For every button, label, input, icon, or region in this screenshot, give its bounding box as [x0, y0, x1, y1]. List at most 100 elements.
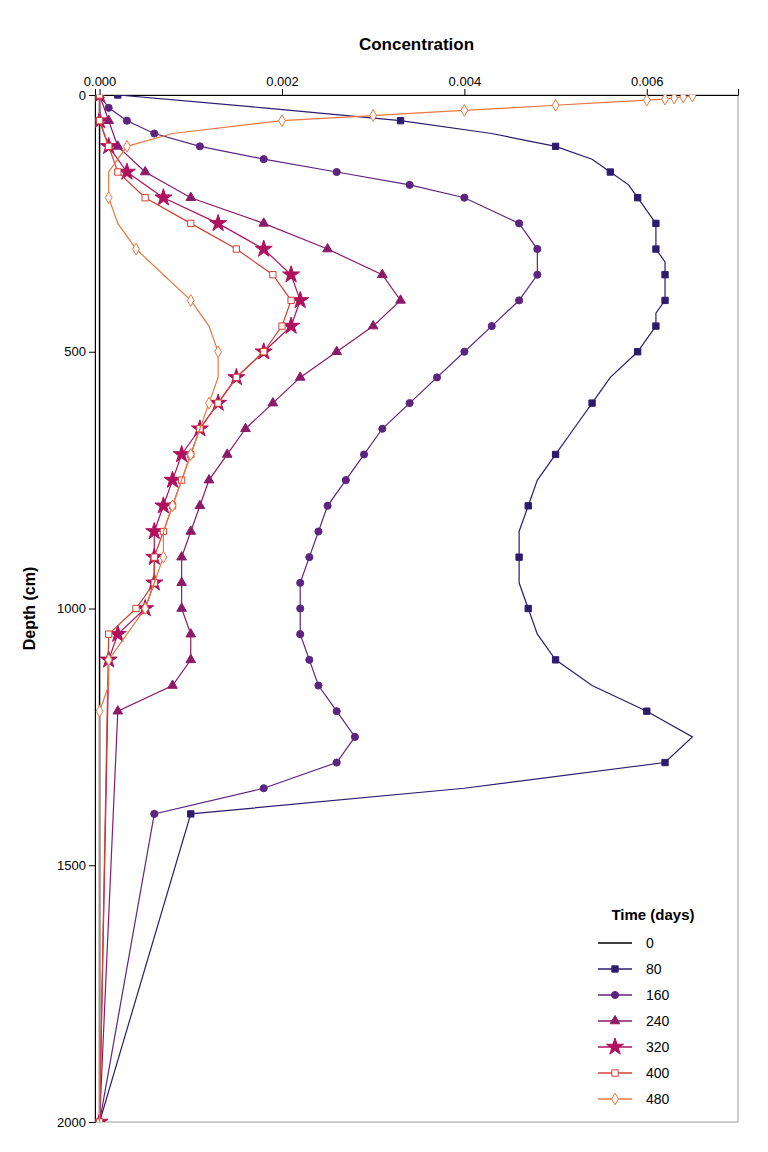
series-marker	[215, 346, 222, 358]
series-marker	[288, 297, 294, 303]
series-marker	[377, 269, 387, 277]
series-marker	[95, 1113, 108, 1122]
legend-item: 320	[598, 1038, 670, 1055]
series-marker	[188, 811, 194, 817]
series-marker	[169, 500, 176, 512]
series-marker	[187, 449, 194, 461]
series-marker	[643, 95, 650, 106]
series-marker	[96, 118, 102, 124]
series-line	[100, 95, 538, 1122]
series-marker	[525, 605, 531, 611]
series-marker	[662, 272, 668, 278]
legend-label: 0	[646, 935, 654, 951]
series-marker	[295, 372, 305, 380]
legend-label: 400	[646, 1065, 670, 1081]
series-marker	[259, 218, 269, 226]
series-marker	[204, 475, 214, 483]
series-marker	[140, 166, 150, 174]
x-tick: 0.006	[631, 74, 664, 95]
legend-item: 480	[598, 1091, 670, 1107]
series-marker	[351, 733, 358, 740]
series-marker	[552, 143, 558, 149]
series-marker	[461, 194, 468, 201]
series-marker	[186, 654, 196, 662]
legend-item: 0	[598, 935, 654, 951]
series-marker	[195, 500, 205, 508]
tick-label: 1000	[57, 601, 86, 616]
series-marker	[689, 95, 696, 102]
x-axis-title: Concentration	[359, 35, 474, 54]
legend-marker	[612, 966, 618, 972]
series-marker	[516, 297, 523, 304]
series-marker	[96, 705, 103, 717]
series-marker	[100, 137, 117, 153]
series-marker	[95, 95, 104, 98]
y-tick: 0	[79, 88, 95, 103]
tick-mark	[464, 89, 465, 95]
series-layer	[95, 95, 696, 1122]
series-marker	[297, 579, 304, 586]
series-marker	[96, 95, 102, 98]
legend-item: 400	[598, 1065, 670, 1081]
series-marker	[168, 680, 178, 688]
series-marker	[332, 346, 342, 354]
legend-label: 480	[646, 1091, 670, 1107]
series-marker	[433, 374, 440, 381]
series-marker	[406, 400, 413, 407]
series-marker	[228, 368, 245, 384]
series	[95, 95, 405, 1122]
series	[100, 95, 693, 1122]
series-marker	[160, 551, 167, 563]
series-line	[100, 95, 693, 1122]
series-marker	[133, 243, 140, 255]
series-marker	[113, 706, 123, 714]
series-marker	[342, 477, 349, 484]
series-marker	[283, 266, 300, 282]
series-marker	[215, 400, 221, 406]
series-marker	[210, 214, 227, 230]
series-marker	[151, 810, 158, 817]
x-tick: 0.004	[449, 74, 482, 95]
series-marker	[196, 143, 203, 150]
series-marker	[461, 348, 468, 355]
series-marker	[260, 156, 267, 163]
tick-label: 0.004	[449, 74, 482, 89]
series-marker	[662, 759, 668, 765]
series-marker	[552, 99, 559, 111]
legend-swatch	[598, 942, 632, 944]
series-marker	[368, 321, 378, 329]
series-marker	[105, 104, 112, 111]
series-marker	[297, 605, 304, 612]
series-marker	[662, 297, 668, 303]
axis-line	[89, 96, 96, 1123]
tick-mark	[89, 609, 95, 610]
series-marker	[306, 554, 313, 561]
series-marker	[270, 272, 276, 278]
series-marker	[671, 95, 678, 104]
legend-marker	[611, 991, 618, 998]
legend-item: 160	[598, 987, 670, 1003]
series-marker	[261, 349, 267, 355]
tick-mark	[89, 865, 95, 866]
tick-mark	[647, 89, 648, 95]
series-marker	[644, 708, 650, 714]
series-marker	[123, 117, 130, 124]
legend-label: 160	[646, 987, 670, 1003]
series-line	[100, 95, 301, 1122]
plot-frame	[95, 95, 738, 1122]
y-tick: 1000	[57, 601, 95, 616]
x-axis: 0.0000.0020.0040.006	[84, 74, 739, 96]
y-axis: 0500100015002000	[57, 88, 95, 1130]
series-marker	[406, 181, 413, 188]
series-marker	[241, 423, 251, 431]
series-marker	[105, 654, 112, 666]
tick-label: 0	[79, 88, 86, 103]
series-marker	[552, 451, 558, 457]
series-marker	[306, 656, 313, 663]
tick-mark	[89, 1122, 95, 1123]
series-marker	[360, 451, 367, 458]
series-marker	[516, 220, 523, 227]
series-marker	[333, 759, 340, 766]
legend-marker	[612, 1093, 619, 1105]
series-marker	[279, 115, 286, 127]
